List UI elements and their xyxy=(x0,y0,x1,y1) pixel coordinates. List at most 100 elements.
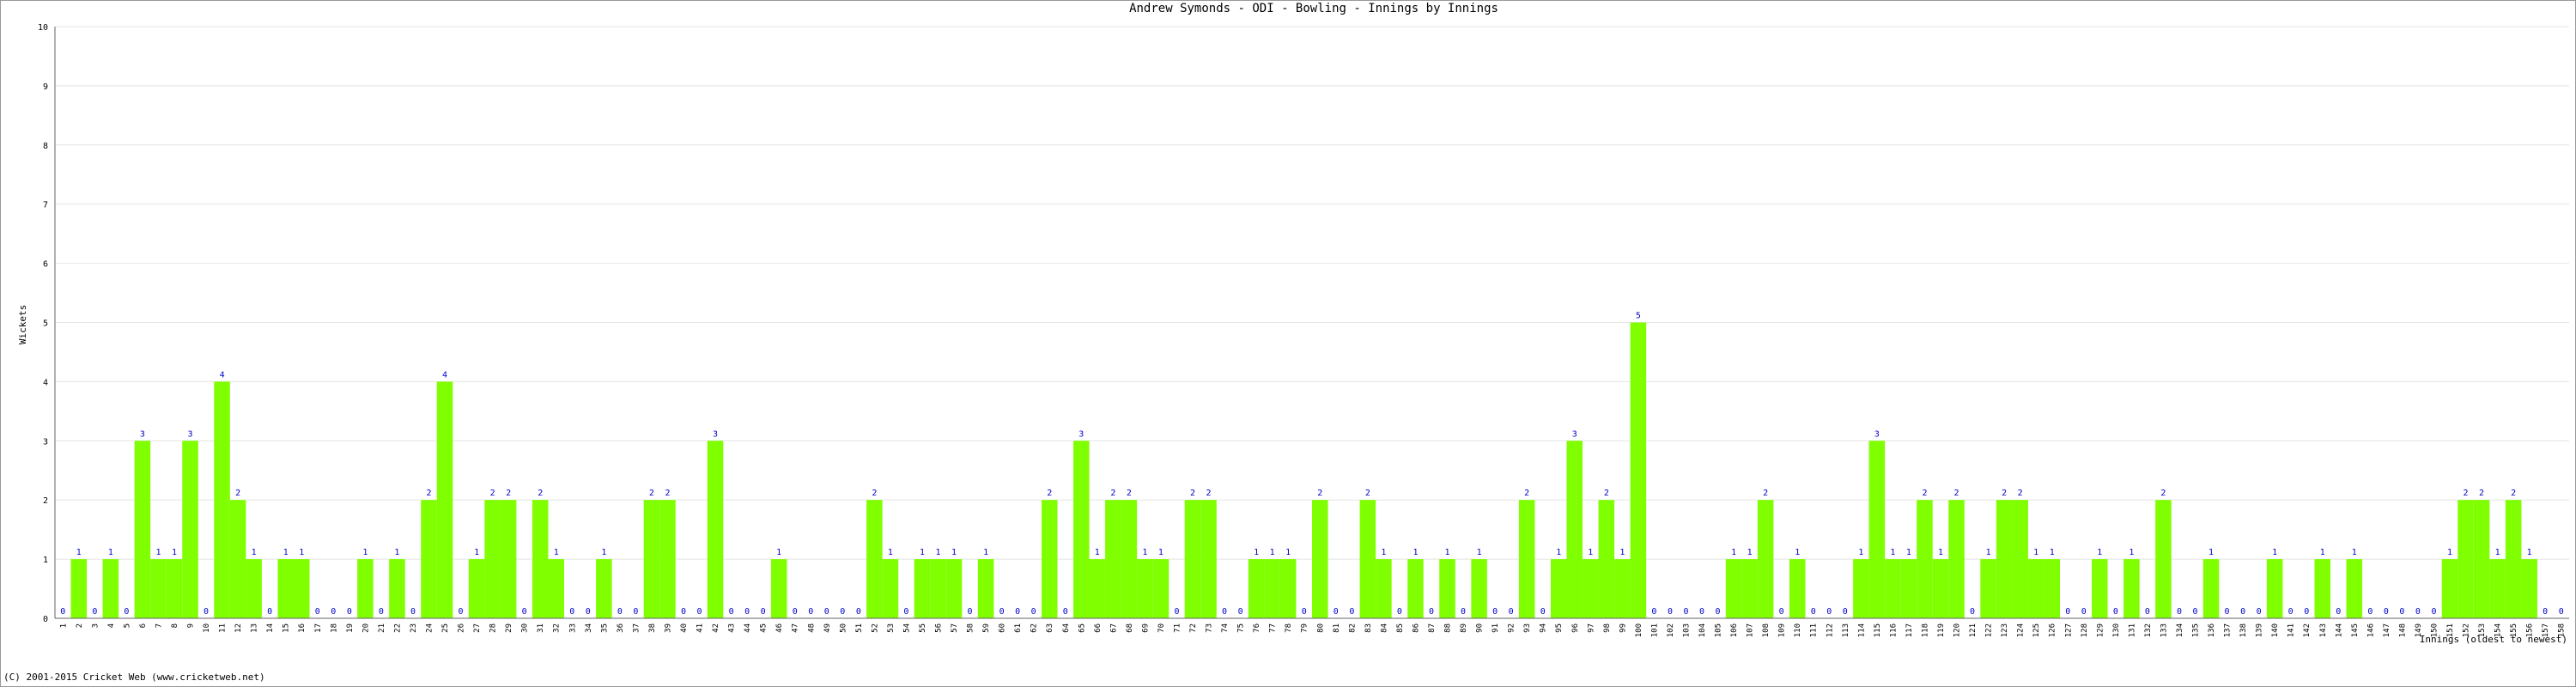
value-label: 1 xyxy=(2272,548,2277,557)
y-tick-label: 3 xyxy=(43,437,48,447)
x-tick-label: 63 xyxy=(1046,623,1054,633)
value-label: 0 xyxy=(1843,607,1848,617)
value-label: 1 xyxy=(155,548,161,557)
value-label: 1 xyxy=(1413,548,1418,557)
value-label: 0 xyxy=(681,607,686,617)
bar xyxy=(1518,500,1535,618)
x-tick-label: 51 xyxy=(855,623,864,633)
bar xyxy=(182,441,198,618)
x-tick-label: 44 xyxy=(744,623,752,633)
value-label: 3 xyxy=(1572,429,1577,439)
x-tick-label: 74 xyxy=(1221,623,1230,633)
bar xyxy=(1152,559,1170,618)
x-tick-label: 120 xyxy=(1953,623,1962,637)
x-tick-label: 157 xyxy=(2542,623,2550,637)
value-label: 2 xyxy=(649,489,654,498)
x-tick-label: 84 xyxy=(1380,623,1388,633)
value-label: 2 xyxy=(1110,489,1115,498)
y-tick-label: 0 xyxy=(43,615,48,624)
x-tick-label: 22 xyxy=(393,623,402,633)
x-tick-label: 83 xyxy=(1364,623,1373,633)
x-tick-label: 42 xyxy=(712,623,720,633)
x-tick-label: 23 xyxy=(410,623,418,633)
value-label: 0 xyxy=(315,607,320,617)
value-label: 0 xyxy=(1015,607,1020,617)
value-label: 1 xyxy=(2208,548,2214,557)
x-tick-label: 150 xyxy=(2430,623,2439,637)
x-tick-label: 89 xyxy=(1460,623,1468,633)
x-tick-label: 92 xyxy=(1508,623,1516,633)
x-tick-label: 46 xyxy=(775,623,784,633)
value-label: 2 xyxy=(2160,489,2166,498)
x-tick-label: 60 xyxy=(999,623,1007,633)
value-label: 0 xyxy=(1461,607,1466,617)
value-label: 1 xyxy=(1986,548,1991,557)
x-tick-label: 118 xyxy=(1921,623,1929,637)
x-tick-label: 8 xyxy=(171,623,179,628)
value-label: 2 xyxy=(1763,489,1768,498)
value-label: 1 xyxy=(172,548,177,557)
x-tick-label: 112 xyxy=(1826,623,1834,637)
value-label: 1 xyxy=(252,548,257,557)
x-tick-label: 96 xyxy=(1571,623,1580,633)
value-label: 3 xyxy=(1078,429,1084,439)
x-tick-label: 15 xyxy=(283,623,291,633)
value-label: 0 xyxy=(347,607,352,617)
x-tick-label: 3 xyxy=(91,623,100,628)
bar xyxy=(1407,559,1424,618)
bar xyxy=(421,500,437,618)
value-label: 0 xyxy=(1826,607,1832,617)
value-label: 0 xyxy=(1397,607,1402,617)
bar xyxy=(468,559,485,618)
bar xyxy=(914,559,931,618)
value-label: 0 xyxy=(1509,607,1514,617)
value-label: 0 xyxy=(2257,607,2262,617)
x-tick-label: 71 xyxy=(1173,623,1182,633)
value-label: 2 xyxy=(1604,489,1609,498)
x-tick-label: 151 xyxy=(2446,623,2455,637)
bar xyxy=(1471,559,1487,618)
value-label: 0 xyxy=(968,607,973,617)
x-tick-label: 41 xyxy=(696,623,705,633)
x-tick-label: 107 xyxy=(1747,623,1755,637)
bar xyxy=(1121,500,1138,618)
x-tick-label: 129 xyxy=(2096,623,2105,637)
x-tick-label: 99 xyxy=(1619,623,1627,633)
x-tick-label: 114 xyxy=(1857,623,1866,637)
value-label: 0 xyxy=(60,607,65,617)
x-tick-label: 123 xyxy=(2001,623,2009,637)
x-tick-label: 24 xyxy=(425,623,434,633)
value-label: 0 xyxy=(2559,607,2564,617)
value-label: 1 xyxy=(2527,548,2532,557)
x-tick-label: 102 xyxy=(1667,623,1675,637)
x-tick-label: 105 xyxy=(1715,623,1723,637)
value-label: 1 xyxy=(554,548,559,557)
x-tick-label: 18 xyxy=(330,623,338,633)
value-label: 0 xyxy=(522,607,527,617)
x-tick-label: 26 xyxy=(458,623,466,633)
bar xyxy=(1917,500,1933,618)
bar xyxy=(945,559,963,618)
x-tick-label: 39 xyxy=(664,623,672,633)
x-tick-label: 87 xyxy=(1428,623,1437,633)
x-tick-label: 50 xyxy=(839,623,848,633)
x-tick-label: 146 xyxy=(2366,623,2375,637)
value-label: 0 xyxy=(1779,607,1784,617)
x-tick-label: 70 xyxy=(1157,623,1166,633)
bar xyxy=(1900,559,1917,618)
value-label: 2 xyxy=(490,489,495,498)
value-label: 1 xyxy=(1254,548,1259,557)
value-label: 0 xyxy=(92,607,97,617)
bar xyxy=(1073,441,1090,618)
x-tick-label: 76 xyxy=(1253,623,1261,633)
value-label: 1 xyxy=(983,548,988,557)
bar xyxy=(1248,559,1265,618)
x-tick-label: 126 xyxy=(2049,623,2057,637)
y-tick-label: 1 xyxy=(43,556,48,565)
value-label: 0 xyxy=(840,607,845,617)
value-label: 1 xyxy=(1588,548,1593,557)
value-label: 0 xyxy=(697,607,702,617)
x-tick-label: 141 xyxy=(2287,623,2296,637)
bar xyxy=(134,441,151,618)
